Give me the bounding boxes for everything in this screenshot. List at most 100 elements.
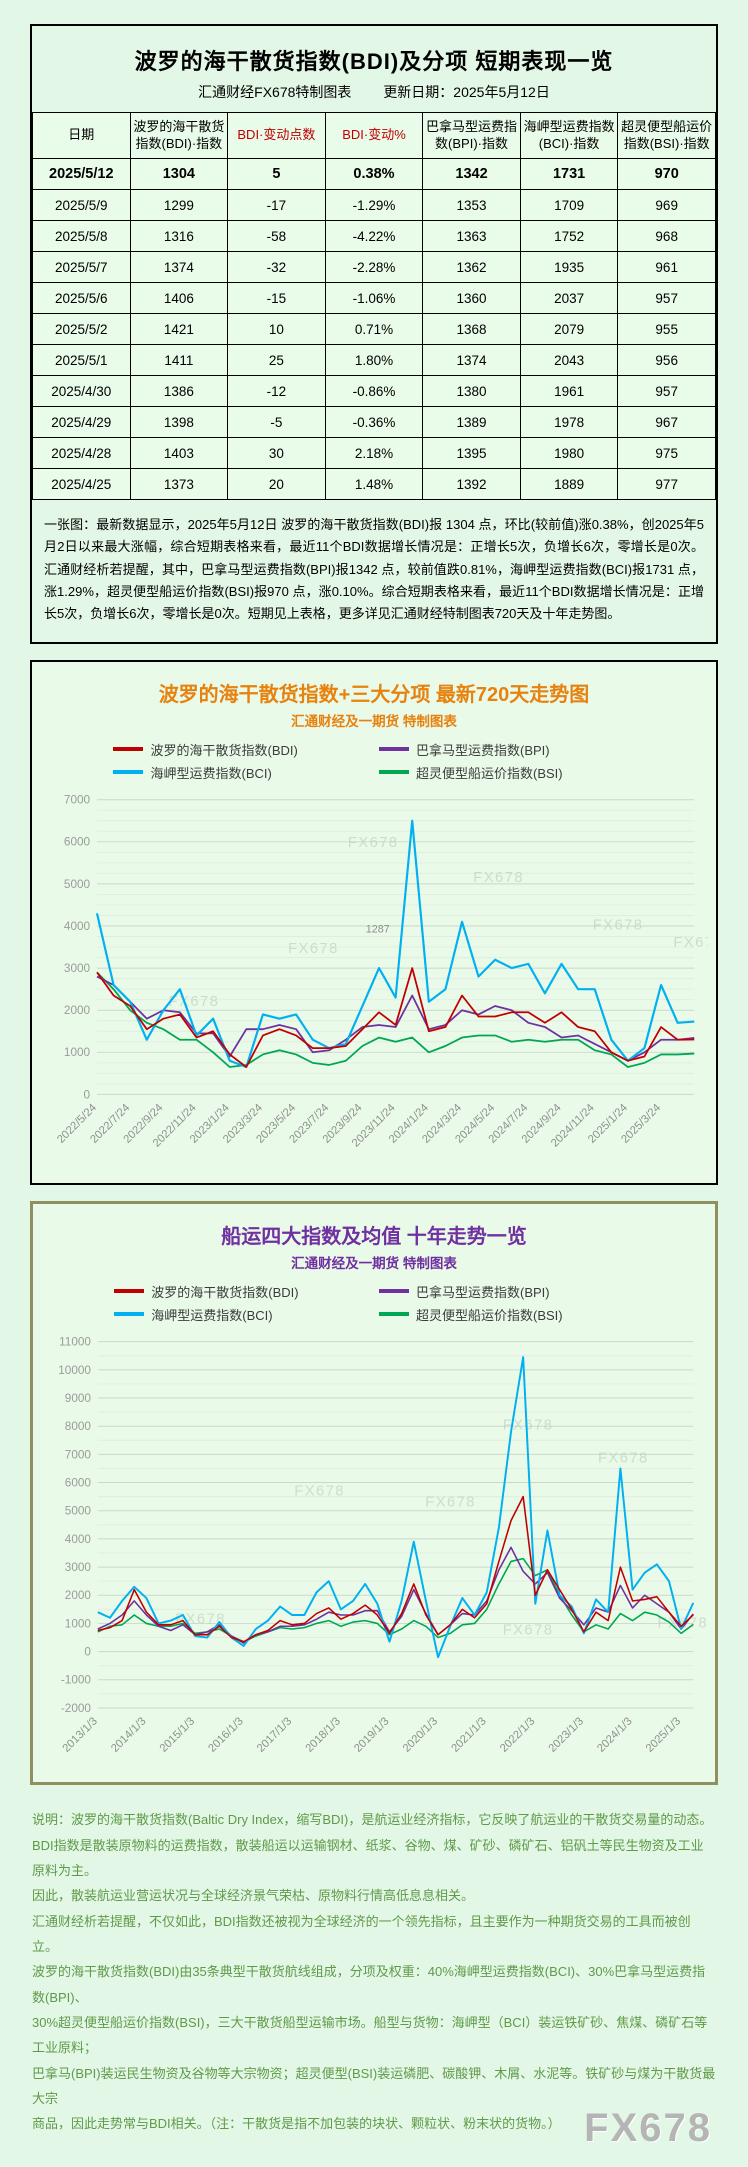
- footer-line: BDI指数是散装原物料的运费指数，散装船运以运输钢材、纸浆、谷物、煤、矿砂、磷矿…: [32, 1837, 704, 1878]
- x-tick-label: 2023/1/3: [547, 1715, 586, 1754]
- footer-line: 汇通财经析若提醒，不仅如此，BDI指数还被视为全球经济的一个领先指标，且主要作为…: [32, 1913, 691, 1954]
- table-cell: -1.29%: [324, 189, 424, 221]
- table-row: 2025/5/7 1374 -32 -2.28% 1362 1935 961: [32, 251, 716, 283]
- table-cell: 30: [227, 437, 326, 469]
- chart-watermark: FX678: [598, 1450, 649, 1466]
- table-cell: 969: [617, 189, 716, 221]
- x-tick-label: 2019/1/3: [352, 1715, 391, 1754]
- x-tick-label: 2021/1/3: [449, 1715, 488, 1754]
- y-tick-label: -1000: [61, 1673, 92, 1686]
- table-cell: 2.18%: [324, 437, 424, 469]
- chart-watermark: FX678: [348, 835, 399, 851]
- table-cell: 967: [617, 406, 716, 438]
- legend-item-bdi: 波罗的海干散货指数(BDI): [113, 740, 369, 759]
- series-line-bsi: [96, 971, 695, 1068]
- table-row: 2025/5/8 1316 -58 -4.22% 1363 1752 968: [32, 220, 716, 252]
- column-header: 巴拿马型运费指数(BPI)·指数: [422, 112, 521, 159]
- table-cell: 1316: [129, 220, 229, 252]
- table-cell: 1363: [422, 220, 521, 252]
- series-line-bdi: [97, 1495, 694, 1643]
- chart-watermark: FX678: [593, 917, 644, 933]
- table-row: 2025/5/1 1411 25 1.80% 1374 2043 956: [32, 344, 716, 376]
- table-cell: 1373: [129, 468, 229, 500]
- column-header: 日期: [32, 112, 131, 159]
- legend-label-bpi: 巴拿马型运费指数(BPI): [416, 742, 550, 758]
- table-row: 2025/5/6 1406 -15 -1.06% 1360 2037 957: [32, 282, 716, 314]
- table-cell: 2025/5/6: [32, 282, 131, 314]
- footer-line: 说明：波罗的海干散货指数(Baltic Dry Index，缩写BDI)，是航运…: [32, 1812, 713, 1828]
- table-cell: 1961: [519, 375, 619, 407]
- y-tick-label: -2000: [61, 1702, 92, 1715]
- bdi-table-head: 日期 波罗的海干散货指数(BDI)·指数 BDI·变动点数 BDI·变动% 巴拿马型运费…: [32, 112, 716, 159]
- table-cell: 957: [617, 282, 716, 314]
- table-cell: 956: [617, 344, 716, 376]
- y-tick-label: 0: [84, 1088, 91, 1101]
- table-cell: 961: [617, 251, 716, 283]
- table-cell: 2079: [519, 313, 619, 345]
- table-cell: 957: [617, 375, 716, 407]
- panel1-source: 汇通财经FX678特制图表: [198, 84, 352, 100]
- table-cell: 1374: [422, 344, 521, 376]
- footer-line: 30%超灵便型船运价指数(BSI)，三大干散货船型运输市场。船型与货物：海岬型（…: [32, 2015, 708, 2056]
- chart-720-panel: 波罗的海干散货指数+三大分项 最新720天走势图 汇通财经及一期货 特制图表 波…: [30, 659, 718, 1185]
- table-cell: 1395: [422, 437, 521, 469]
- legend-label-bdi: 波罗的海干散货指数(BDI): [151, 1284, 299, 1300]
- chart-10y-subtitle: 汇通财经及一期货 特制图表: [291, 1255, 457, 1271]
- footer-notes: 说明：波罗的海干散货指数(Baltic Dry Index，缩写BDI)，是航运…: [30, 1801, 718, 2149]
- panel1-subtitle: 汇通财经FX678特制图表 更新日期：2025年5月12日: [32, 80, 716, 112]
- chart720-svg: 0 1000 2000 3000 4000 5000 6000 7000 FX678 FX678 F…: [55, 793, 708, 1149]
- y-tick-label: 7000: [65, 1448, 92, 1461]
- y-tick-label: 11000: [59, 1335, 91, 1348]
- chart-watermark: FX678: [425, 1494, 476, 1510]
- legend-swatch-bdi: [113, 747, 144, 752]
- chart-watermark: FX678: [169, 994, 220, 1010]
- table-cell: 1362: [422, 251, 521, 283]
- table-cell: 2025/4/30: [32, 375, 131, 407]
- table-cell: -5: [227, 406, 326, 438]
- series-line-bdi: [96, 967, 695, 1068]
- table-cell: 1299: [129, 189, 229, 221]
- chart-watermark: FX678: [673, 935, 708, 951]
- x-tick-label: 2017/1/3: [255, 1715, 294, 1754]
- y-tick-label: 3000: [65, 1561, 92, 1574]
- chart-watermark: FX678: [473, 870, 524, 886]
- x-tick-label: 2013/1/3: [60, 1715, 99, 1754]
- table-cell: 2025/4/29: [32, 406, 131, 438]
- table-cell: 977: [617, 468, 716, 500]
- table-cell: 1731: [519, 158, 619, 190]
- legend-label-bdi: 波罗的海干散货指数(BDI): [150, 742, 298, 758]
- chart-watermark: FX678: [658, 1615, 707, 1631]
- table-cell: 10: [227, 313, 326, 345]
- table-cell: 1380: [422, 375, 521, 407]
- table-cell: 970: [617, 158, 716, 190]
- chart-watermark: FX678: [503, 1622, 554, 1638]
- table-cell: 1398: [129, 406, 229, 438]
- x-tick-label: 2024/1/3: [595, 1715, 634, 1754]
- footer-line: 波罗的海干散货指数(BDI)由35条典型干散货航线组成，分项及权重：40%海岬型…: [32, 1964, 706, 2005]
- legend-swatch-bpi: [379, 747, 409, 752]
- table-cell: 2025/5/1: [32, 344, 131, 376]
- table-cell: 2025/5/8: [32, 220, 131, 252]
- x-tick-label: 2018/1/3: [304, 1715, 343, 1754]
- legend-label-bpi: 巴拿马型运费指数(BPI): [416, 1284, 550, 1300]
- y-tick-label: 6000: [65, 1476, 92, 1489]
- table-cell: 2025/5/2: [32, 313, 131, 345]
- table-cell: 1709: [519, 189, 619, 221]
- series-line-bci: [95, 819, 695, 1068]
- column-header: 海岬型运费指数(BCI)·指数: [519, 112, 619, 159]
- table-row: 2025/5/2 1421 10 0.71% 1368 2079 955: [32, 313, 716, 345]
- table-cell: -12: [227, 375, 326, 407]
- footer-line: 巴拿马(BPI)装运民生物资及谷物等大宗物资；超灵便型(BSI)装运磷肥、碳酸钾…: [32, 2065, 716, 2107]
- footer-line: 因此，散装航运业营运状况与全球经济景气荣枯、原物料行情高低息息相关。: [32, 1888, 475, 1904]
- legend-label-bci: 海岬型运费指数(BCI): [150, 765, 272, 781]
- table-cell: 2025/4/28: [32, 437, 131, 469]
- table-cell: 975: [617, 437, 716, 469]
- fx678-watermark: FX678: [584, 2105, 712, 2150]
- legend-swatch-bci: [114, 1312, 145, 1317]
- legend-label-bsi: 超灵便型船运价指数(BSI): [416, 1307, 563, 1323]
- table-cell: 1406: [129, 282, 229, 314]
- table-cell: 0.71%: [324, 313, 424, 345]
- y-tick-label: 8000: [65, 1420, 92, 1433]
- legend-item-bsi: 超灵便型船运价指数(BSI): [379, 1305, 634, 1324]
- table-row: 2025/4/28 1403 30 2.18% 1395 1980 975: [32, 437, 716, 469]
